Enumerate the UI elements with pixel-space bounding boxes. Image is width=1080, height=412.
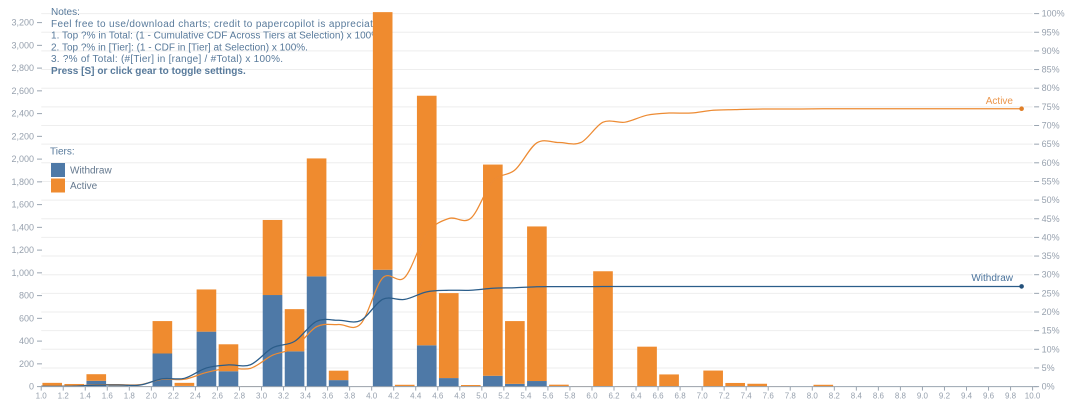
svg-text:5.0: 5.0 <box>476 392 488 401</box>
svg-text:60%: 60% <box>1042 158 1060 168</box>
svg-text:3. ?% of Total: (#[Tier] in [r: 3. ?% of Total: (#[Tier] in [range] / #T… <box>51 54 283 65</box>
svg-text:1,400: 1,400 <box>11 222 34 232</box>
svg-text:4.2: 4.2 <box>388 392 400 401</box>
svg-text:35%: 35% <box>1042 251 1060 261</box>
svg-text:6.8: 6.8 <box>675 392 687 401</box>
svg-text:100%: 100% <box>1042 9 1065 19</box>
svg-text:8.0: 8.0 <box>807 392 819 401</box>
svg-text:8.8: 8.8 <box>895 392 907 401</box>
svg-text:Active: Active <box>986 96 1014 107</box>
svg-text:85%: 85% <box>1042 65 1060 75</box>
svg-text:5.8: 5.8 <box>564 392 576 401</box>
svg-text:2,600: 2,600 <box>11 86 34 96</box>
svg-text:1.0: 1.0 <box>36 392 48 401</box>
svg-text:8.2: 8.2 <box>829 392 841 401</box>
svg-text:8.4: 8.4 <box>851 392 863 401</box>
svg-text:Active: Active <box>70 181 98 192</box>
svg-text:3.2: 3.2 <box>278 392 290 401</box>
svg-text:40%: 40% <box>1042 232 1060 242</box>
svg-text:0%: 0% <box>1042 382 1055 392</box>
svg-text:5.2: 5.2 <box>498 392 510 401</box>
svg-text:3,000: 3,000 <box>11 40 34 50</box>
svg-text:Withdraw: Withdraw <box>70 166 112 177</box>
svg-text:7.6: 7.6 <box>763 392 775 401</box>
svg-text:6.2: 6.2 <box>608 392 620 401</box>
svg-text:6.0: 6.0 <box>586 392 598 401</box>
svg-text:5%: 5% <box>1042 363 1055 373</box>
svg-text:5.4: 5.4 <box>520 392 532 401</box>
svg-text:Press [S] or click gear to tog: Press [S] or click gear to toggle settin… <box>51 66 246 77</box>
svg-text:50%: 50% <box>1042 195 1060 205</box>
svg-text:3,200: 3,200 <box>11 18 34 28</box>
svg-text:1,200: 1,200 <box>11 245 34 255</box>
svg-text:1.4: 1.4 <box>80 392 92 401</box>
svg-text:1.6: 1.6 <box>102 392 114 401</box>
svg-text:2.8: 2.8 <box>234 392 246 401</box>
svg-text:2. Top ?% in [Tier]: (1 - CDF: 2. Top ?% in [Tier]: (1 - CDF in [Tier] … <box>51 42 308 53</box>
svg-text:2.0: 2.0 <box>146 392 158 401</box>
svg-text:Notes:: Notes: <box>51 7 80 18</box>
svg-text:8.6: 8.6 <box>873 392 885 401</box>
svg-text:95%: 95% <box>1042 27 1060 37</box>
svg-text:9.0: 9.0 <box>917 392 929 401</box>
svg-text:1.2: 1.2 <box>58 392 70 401</box>
svg-text:0: 0 <box>29 382 34 392</box>
svg-text:10.0: 10.0 <box>1025 392 1041 401</box>
svg-text:9.4: 9.4 <box>961 392 973 401</box>
svg-text:1. Top ?% in Total: (1 - Cumul: 1. Top ?% in Total: (1 - Cumulative CDF … <box>51 31 383 42</box>
svg-text:70%: 70% <box>1042 121 1060 131</box>
svg-text:2,400: 2,400 <box>11 109 34 119</box>
svg-text:7.8: 7.8 <box>785 392 797 401</box>
svg-text:7.0: 7.0 <box>697 392 709 401</box>
svg-text:1.8: 1.8 <box>124 392 136 401</box>
svg-text:1,600: 1,600 <box>11 200 34 210</box>
svg-text:75%: 75% <box>1042 102 1060 112</box>
svg-text:30%: 30% <box>1042 270 1060 280</box>
svg-text:1,800: 1,800 <box>11 177 34 187</box>
svg-text:4.8: 4.8 <box>454 392 466 401</box>
svg-text:Feel free to use/download char: Feel free to use/download charts; credit… <box>51 19 385 30</box>
svg-text:400: 400 <box>19 336 34 346</box>
svg-text:Withdraw: Withdraw <box>971 273 1013 284</box>
svg-text:10%: 10% <box>1042 344 1060 354</box>
svg-text:2,000: 2,000 <box>11 154 34 164</box>
svg-text:65%: 65% <box>1042 139 1060 149</box>
svg-text:4.4: 4.4 <box>410 392 422 401</box>
svg-text:4.0: 4.0 <box>366 392 378 401</box>
svg-text:2,800: 2,800 <box>11 63 34 73</box>
svg-text:2.2: 2.2 <box>168 392 180 401</box>
svg-text:4.6: 4.6 <box>432 392 444 401</box>
svg-text:25%: 25% <box>1042 288 1060 298</box>
svg-text:20%: 20% <box>1042 307 1060 317</box>
svg-text:55%: 55% <box>1042 176 1060 186</box>
svg-text:9.8: 9.8 <box>1005 392 1017 401</box>
svg-text:3.8: 3.8 <box>344 392 356 401</box>
svg-text:6.6: 6.6 <box>653 392 665 401</box>
svg-text:Tiers:: Tiers: <box>50 147 75 158</box>
svg-text:3.4: 3.4 <box>300 392 312 401</box>
svg-text:80%: 80% <box>1042 83 1060 93</box>
svg-text:3.0: 3.0 <box>256 392 268 401</box>
svg-text:7.2: 7.2 <box>719 392 731 401</box>
svg-text:7.4: 7.4 <box>741 392 753 401</box>
svg-text:9.2: 9.2 <box>939 392 951 401</box>
svg-text:15%: 15% <box>1042 326 1060 336</box>
svg-text:800: 800 <box>19 291 34 301</box>
svg-text:5.6: 5.6 <box>542 392 554 401</box>
svg-text:9.6: 9.6 <box>983 392 995 401</box>
svg-text:2,200: 2,200 <box>11 131 34 141</box>
svg-text:90%: 90% <box>1042 46 1060 56</box>
svg-text:200: 200 <box>19 359 34 369</box>
svg-text:1,000: 1,000 <box>11 268 34 278</box>
svg-text:45%: 45% <box>1042 214 1060 224</box>
svg-text:3.6: 3.6 <box>322 392 334 401</box>
svg-text:600: 600 <box>19 313 34 323</box>
svg-text:2.6: 2.6 <box>212 392 224 401</box>
svg-text:6.4: 6.4 <box>630 392 642 401</box>
svg-text:2.4: 2.4 <box>190 392 202 401</box>
